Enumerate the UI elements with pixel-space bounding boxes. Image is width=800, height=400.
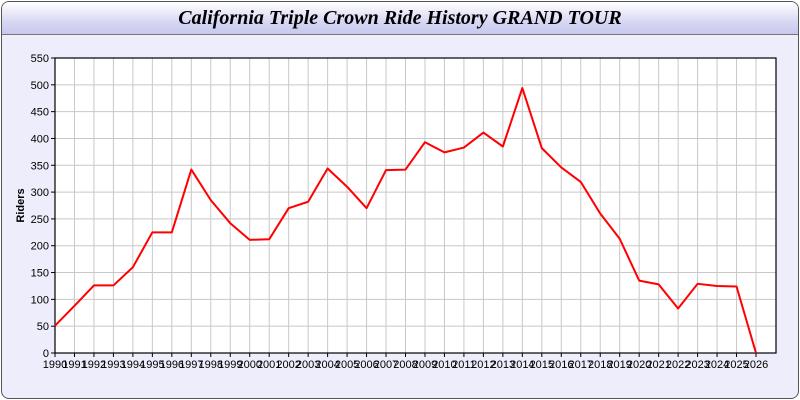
x-tick-label: 1992 [82,359,106,371]
x-tick-label: 2022 [666,359,690,371]
x-tick-label: 1997 [179,359,203,371]
x-tick-label: 2026 [744,359,768,371]
y-tick-label: 450 [31,107,49,119]
y-axis-label: Riders [15,188,27,222]
x-tick-label: 2018 [588,359,612,371]
y-tick-label: 550 [31,53,49,65]
x-tick-label: 2012 [471,359,495,371]
x-tick-label: 1994 [121,359,145,371]
x-tick-label: 2011 [452,359,476,371]
title-bar: California Triple Crown Ride History GRA… [2,2,798,35]
y-tick-label: 350 [31,160,49,172]
x-tick-label: 2001 [257,359,281,371]
y-tick-label: 150 [31,268,49,280]
y-tick-label: 400 [31,133,49,145]
x-tick-label: 2024 [705,359,729,371]
x-tick-label: 2006 [354,359,378,371]
x-tick-label: 2020 [627,359,651,371]
y-tick-label: 200 [31,241,49,253]
x-tick-label: 2014 [510,359,534,371]
x-tick-label: 2017 [569,359,593,371]
x-tick-label: 2009 [413,359,437,371]
x-tick-label: 1990 [43,359,67,371]
x-tick-label: 2005 [335,359,359,371]
x-tick-label: 2019 [607,359,631,371]
x-tick-label: 1993 [101,359,125,371]
x-tick-label: 2008 [393,359,417,371]
x-tick-label: 2013 [491,359,515,371]
plot-border [54,57,777,354]
x-tick-label: 1991 [62,359,86,371]
x-tick-label: 2010 [432,359,456,371]
x-tick-label: 2023 [685,359,709,371]
x-tick-label: 2021 [646,359,670,371]
x-tick-label: 1995 [140,359,164,371]
x-tick-label: 1996 [160,359,184,371]
x-tick-label: 2000 [237,359,261,371]
y-tick-label: 100 [31,294,49,306]
chart-title: California Triple Crown Ride History GRA… [178,7,622,29]
x-tick-label: 1999 [218,359,242,371]
y-tick-label: 0 [43,348,49,360]
x-tick-label: 2003 [296,359,320,371]
x-tick-label: 1998 [199,359,223,371]
x-tick-label: 2007 [374,359,398,371]
plot-area [55,58,776,353]
y-tick-label: 300 [31,187,49,199]
y-tick-label: 50 [37,321,49,333]
x-tick-label: 2015 [530,359,554,371]
y-tick-label: 500 [31,80,49,92]
x-tick-label: 2016 [549,359,573,371]
x-tick-label: 2025 [724,359,748,371]
y-tick-label: 250 [31,214,49,226]
x-tick-label: 2002 [276,359,300,371]
x-tick-label: 2004 [315,359,339,371]
